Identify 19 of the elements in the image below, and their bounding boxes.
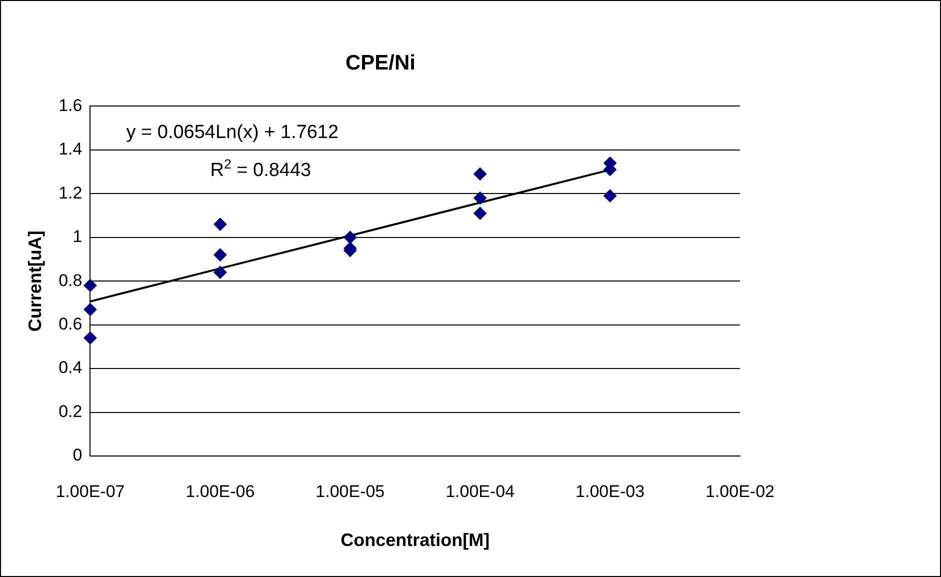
x-tick-label: 1.00E-07 xyxy=(56,482,125,501)
x-tick-label: 1.00E-04 xyxy=(446,482,515,501)
y-tick-label: 0 xyxy=(72,446,82,465)
y-tick-label: 0.4 xyxy=(58,358,82,378)
y-tick-label: 0.6 xyxy=(58,314,82,334)
y-tick-label: 0.8 xyxy=(58,270,82,290)
chart-title: CPE/Ni xyxy=(345,51,416,74)
x-axis-title: Concentration[M] xyxy=(340,530,490,550)
x-tick-label: 1.00E-06 xyxy=(186,482,255,501)
x-tick-label: 1.00E-05 xyxy=(316,482,385,501)
x-tick-label: 1.00E-03 xyxy=(576,482,645,501)
y-tick-label: 0.2 xyxy=(58,402,82,421)
y-tick-label: 1.2 xyxy=(58,183,82,202)
annotation: y = 0.0654Ln(x) + 1.7612 xyxy=(126,122,339,144)
y-tick-label: 1.4 xyxy=(58,140,82,159)
y-axis-title: Current[uA] xyxy=(24,230,45,332)
y-tick-label: 1 xyxy=(72,227,82,246)
y-tick-label: 1.6 xyxy=(58,96,82,115)
x-tick-label: 1.00E-02 xyxy=(706,482,774,501)
